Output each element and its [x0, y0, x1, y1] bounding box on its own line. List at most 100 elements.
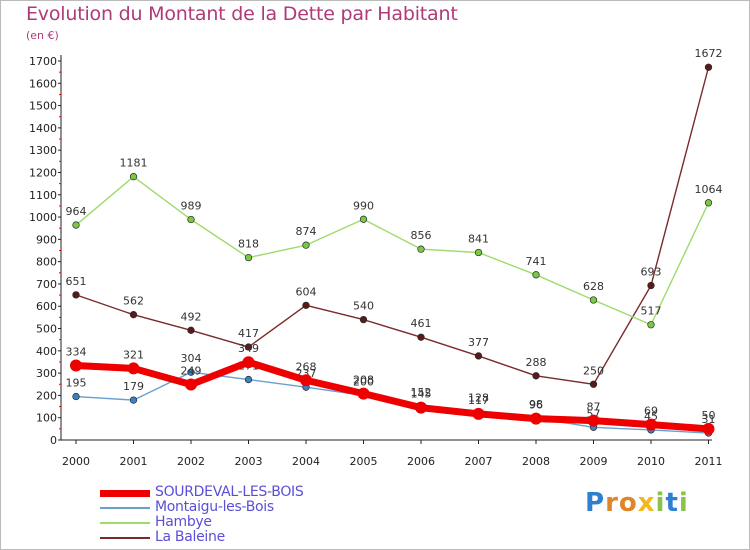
data-label: 96 — [529, 399, 543, 412]
y-tick-label: 200 — [36, 389, 57, 402]
data-label: 1672 — [695, 47, 723, 60]
data-point — [300, 374, 312, 387]
data-point — [127, 362, 140, 375]
data-label: 417 — [238, 327, 259, 340]
data-point — [302, 241, 310, 249]
series-line — [75, 66, 710, 385]
x-tick-label: 2005 — [350, 455, 378, 468]
legend-swatch — [100, 490, 150, 497]
data-point — [72, 221, 80, 229]
x-tick-label: 2006 — [407, 455, 435, 468]
data-point — [704, 199, 713, 207]
data-point — [587, 414, 600, 427]
legend-item-sourdeval: SOURDEVAL-LES-BOIS — [100, 484, 360, 501]
data-label: 128 — [468, 391, 489, 404]
x-tick-label: 2009 — [580, 455, 608, 468]
legend-label: La Baleine — [155, 529, 225, 545]
data-point — [187, 368, 195, 376]
data-label: 152 — [411, 386, 432, 399]
y-tick-label: 1000 — [29, 211, 57, 224]
logo-letter: i — [678, 488, 689, 518]
series-line — [75, 176, 710, 326]
x-tick-label: 2001 — [120, 455, 148, 468]
data-label: 195 — [66, 377, 87, 390]
x-tick-label: 2000 — [62, 455, 90, 468]
data-point — [187, 326, 195, 334]
data-label: 989 — [181, 200, 202, 213]
data-label: 841 — [468, 233, 489, 246]
data-point — [702, 422, 715, 435]
x-tick-label: 2008 — [522, 455, 550, 468]
series-line — [72, 358, 712, 433]
data-label: 288 — [526, 356, 547, 369]
y-tick-label: 800 — [36, 256, 57, 269]
data-point — [589, 296, 598, 304]
data-point — [474, 248, 483, 257]
data-label: 208 — [353, 374, 374, 387]
data-point — [530, 412, 542, 425]
y-tick-label: 900 — [36, 233, 57, 246]
data-label: 98 — [529, 398, 543, 411]
logo-letter: o — [618, 488, 638, 518]
data-label: 45 — [644, 410, 658, 423]
data-point — [72, 392, 80, 401]
x-tick-label: 2007 — [465, 455, 493, 468]
logo-letter: P — [585, 488, 606, 518]
y-tick-label: 100 — [36, 412, 57, 425]
x-tick-label: 2011 — [695, 455, 723, 468]
data-label: 492 — [181, 310, 202, 323]
y-tick-label: 1300 — [29, 144, 57, 157]
legend-label: Hambye — [155, 514, 212, 530]
data-label: 562 — [123, 295, 144, 308]
data-point — [302, 301, 310, 309]
data-label: 321 — [123, 348, 144, 361]
data-label: 304 — [181, 352, 202, 365]
data-point — [647, 281, 655, 290]
x-tick-label: 2004 — [292, 455, 320, 468]
y-tick-label: 300 — [36, 367, 57, 380]
data-point — [645, 418, 657, 431]
y-tick-label: 0 — [50, 434, 57, 447]
data-point — [704, 63, 713, 71]
data-label: 200 — [353, 375, 374, 388]
data-point — [72, 291, 80, 299]
data-point — [532, 271, 540, 279]
data-point — [417, 333, 425, 341]
logo-letter: x — [637, 488, 656, 518]
data-label: 349 — [238, 342, 259, 355]
x-tick-label: 2010 — [637, 455, 665, 468]
data-point — [187, 215, 195, 224]
y-tick-label: 400 — [36, 345, 57, 358]
data-label: 990 — [353, 199, 374, 212]
data-label: 874 — [296, 225, 317, 238]
legend-swatch — [100, 522, 150, 524]
data-point — [244, 375, 253, 384]
data-label: 741 — [526, 255, 547, 268]
data-point — [70, 359, 82, 372]
chart-title: Evolution du Montant de la Dette par Hab… — [26, 3, 458, 25]
data-label: 856 — [411, 229, 432, 242]
y-tick-label: 500 — [36, 323, 57, 336]
proxiti-logo: Proxiti — [585, 488, 689, 518]
y-tick-label: 1700 — [29, 55, 57, 68]
x-tick-label: 2003 — [235, 455, 263, 468]
y-tick-label: 1200 — [29, 166, 57, 179]
logo-letter: t — [665, 488, 679, 518]
data-label: 268 — [296, 360, 317, 373]
data-point — [244, 343, 253, 351]
data-point — [242, 356, 255, 369]
y-tick-label: 700 — [36, 278, 57, 291]
logo-letter: i — [655, 488, 666, 518]
logo-letter: r — [605, 488, 619, 518]
data-point — [415, 401, 427, 414]
data-label: 31 — [702, 413, 716, 426]
data-label: 1064 — [695, 183, 723, 196]
data-label: 87 — [587, 401, 601, 414]
legend-swatch — [100, 537, 150, 539]
data-label: 377 — [468, 336, 489, 349]
y-tick-label: 1100 — [29, 189, 57, 202]
data-label: 69 — [644, 405, 658, 418]
legend-label: SOURDEVAL-LES-BOIS — [155, 484, 304, 500]
